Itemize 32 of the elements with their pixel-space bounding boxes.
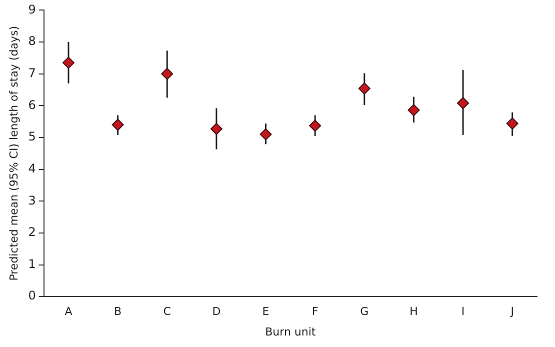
y-tick-label: 3 (28, 193, 36, 208)
y-tick-label: 4 (28, 161, 36, 176)
point (161, 68, 174, 80)
y-tick-label: 8 (28, 34, 36, 48)
x-tick-label: E (262, 305, 270, 318)
x-axis-title: Burn unit (265, 325, 316, 338)
x-tick-label: B (114, 305, 122, 318)
y-tick-label: 1 (28, 256, 36, 271)
y-axis-title: Predicted mean (95% CI) length of stay (days) (7, 26, 20, 281)
point (62, 56, 74, 69)
x-tick-label: I (461, 305, 465, 318)
x-tick-label: G (360, 305, 369, 318)
x-tick-label: J (510, 305, 514, 318)
point (457, 97, 470, 110)
x-tick-label: F (312, 305, 318, 318)
x-tick-label: A (64, 305, 73, 318)
x-tick-label: C (163, 305, 172, 318)
x-tick-label: H (410, 305, 418, 318)
point (260, 128, 272, 140)
y-tick-label: 9 (28, 2, 36, 16)
y-tick-label: 5 (28, 130, 36, 144)
point (112, 118, 124, 131)
y-tick-label: 7 (28, 66, 36, 80)
x-tick-label: D (212, 305, 221, 318)
point (506, 117, 518, 130)
y-tick-label: 6 (28, 98, 36, 112)
point (309, 120, 322, 132)
y-tick-label: 0 (28, 288, 36, 303)
y-tick-label: 2 (28, 225, 36, 240)
point (358, 82, 370, 94)
point (408, 104, 420, 116)
point (210, 122, 222, 135)
